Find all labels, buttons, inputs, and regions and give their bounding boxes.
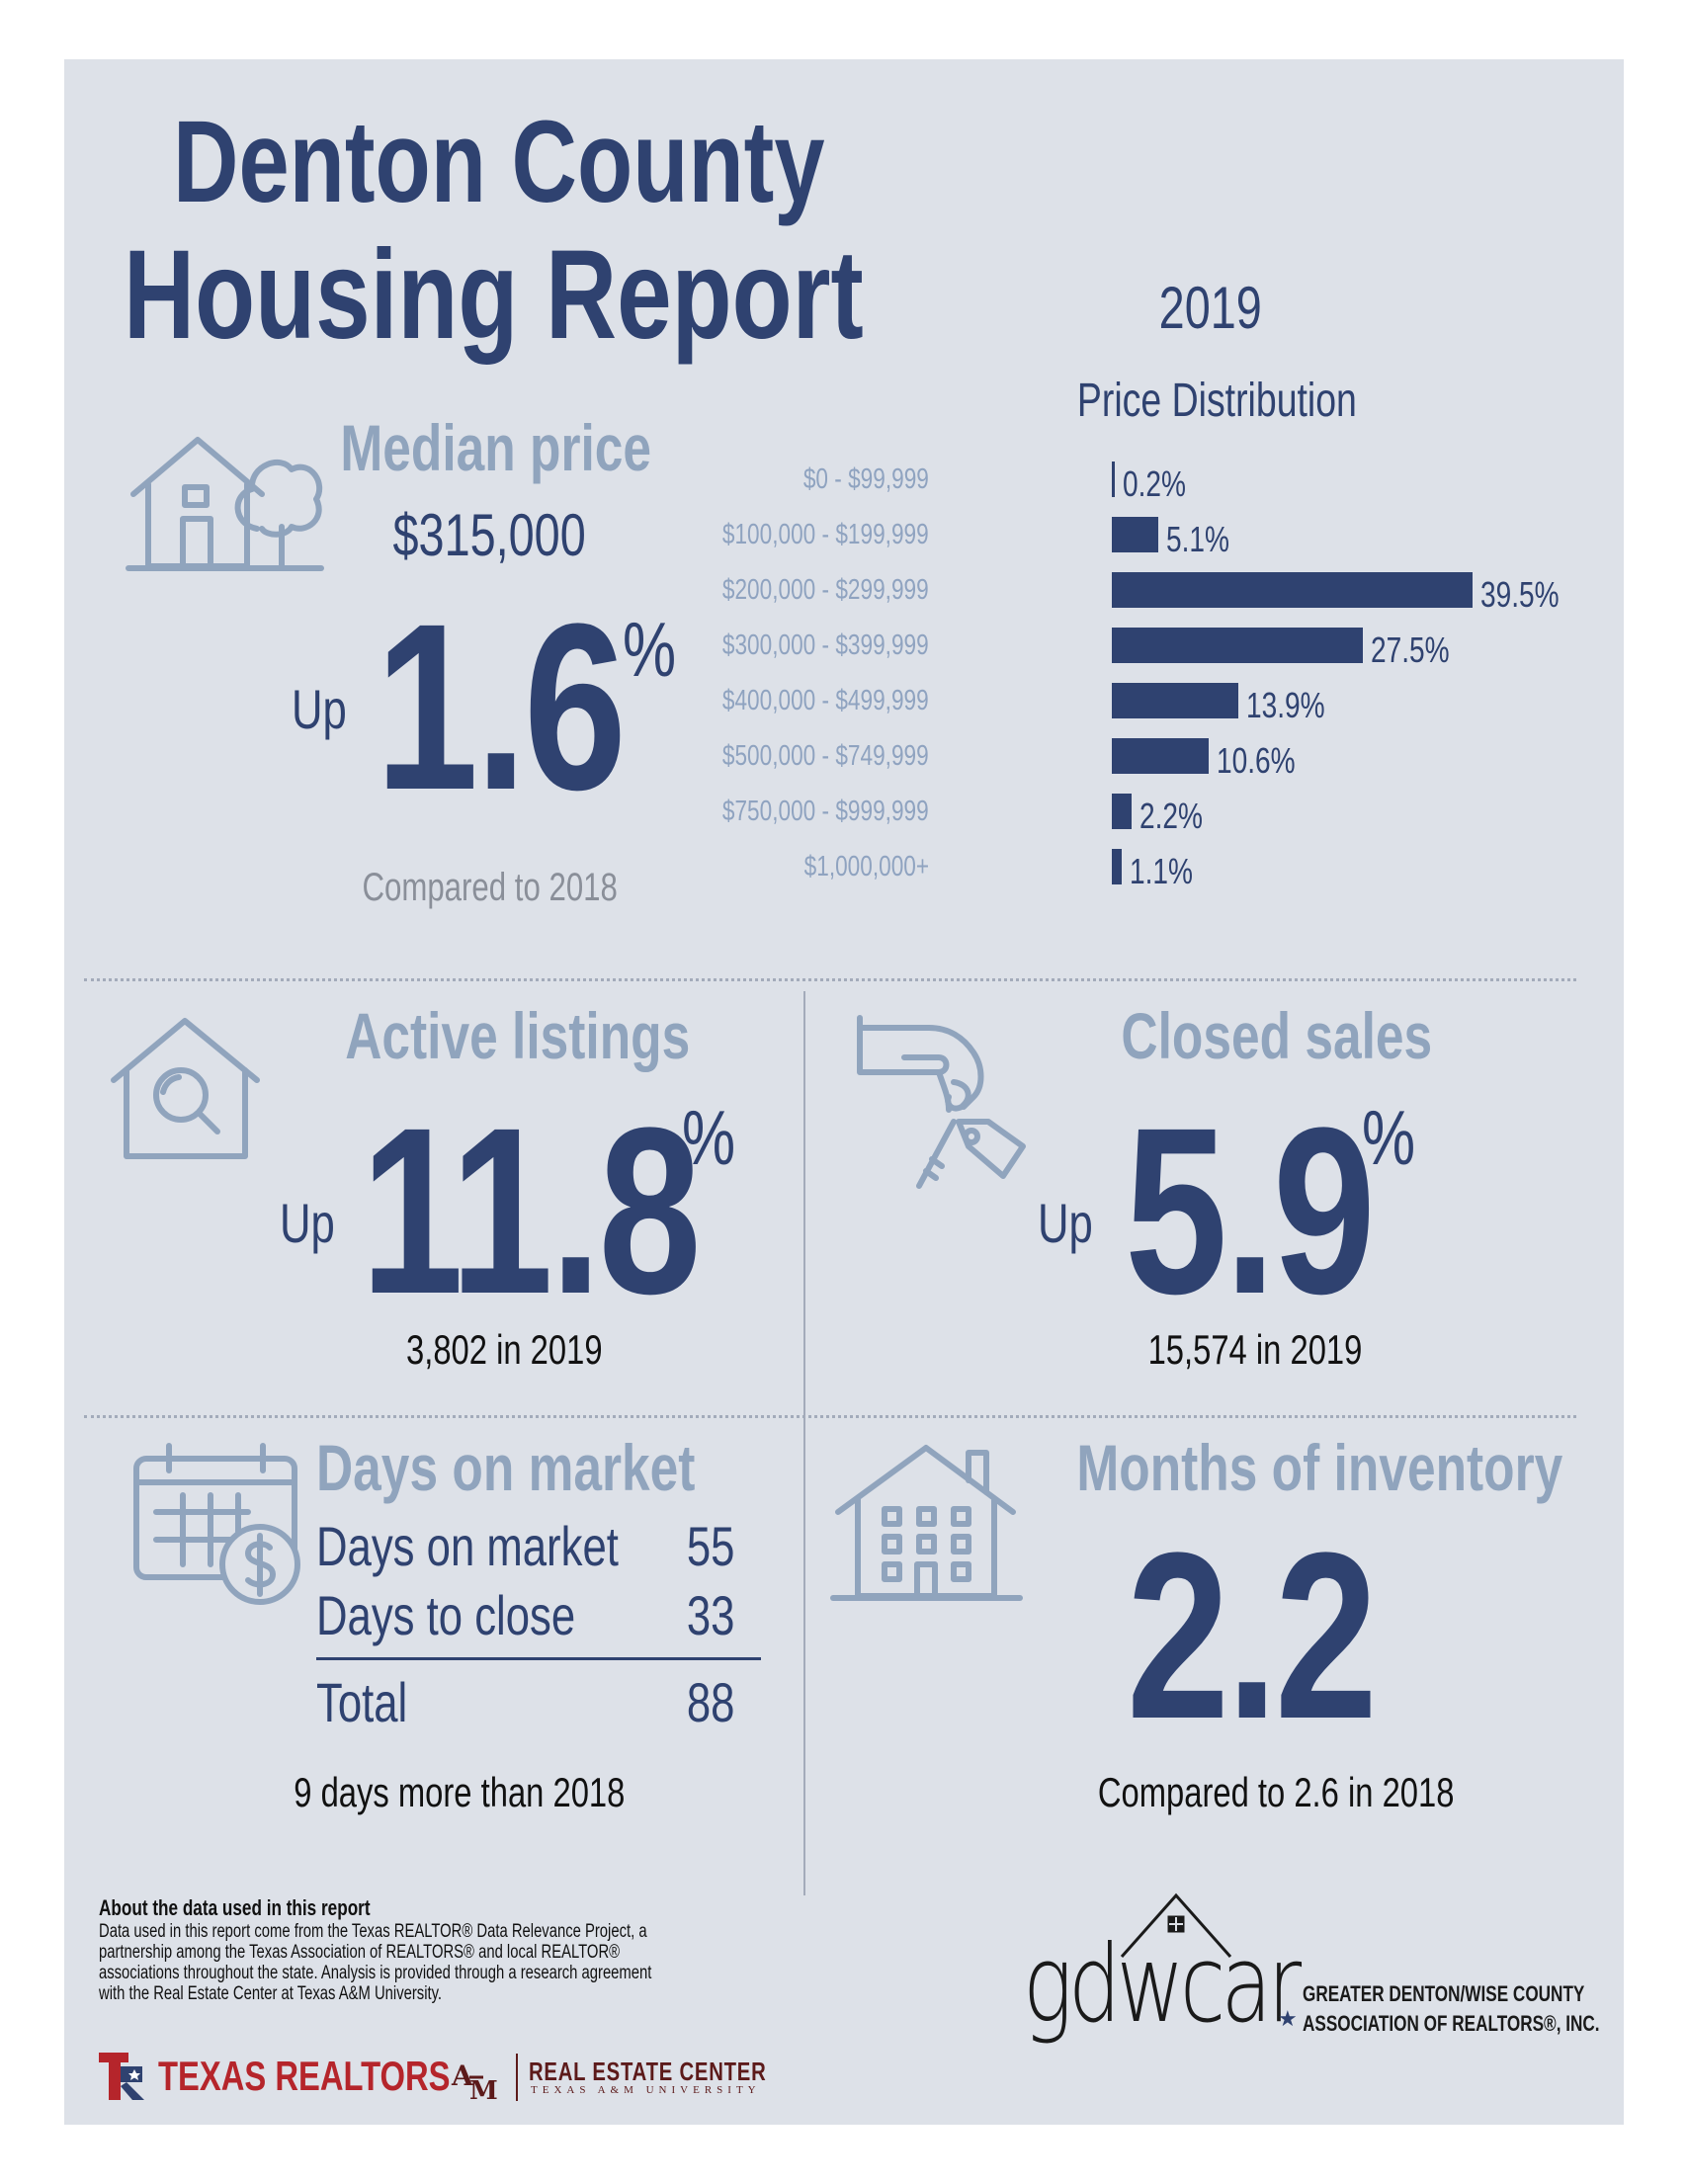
texas-realtors-mark-icon xyxy=(99,2053,144,2100)
hand-keys-icon xyxy=(855,1013,1028,1196)
price-range-bar xyxy=(1112,738,1209,774)
days-row-label: Days on market xyxy=(316,1515,619,1577)
about-data-line: associations throughout the state. Analy… xyxy=(99,1963,652,1983)
price-range-row: $500,000 - $749,999 10.6% xyxy=(722,736,1621,781)
closed-sales-direction: Up xyxy=(1038,1192,1093,1254)
price-range-value: 2.2% xyxy=(1139,796,1204,836)
days-row-market: Days on market 55 xyxy=(316,1519,751,1578)
days-row-value: 55 xyxy=(686,1515,735,1577)
days-total-divider xyxy=(316,1657,761,1660)
report-title-line2: Housing Report xyxy=(124,224,864,366)
price-distribution-title: Price Distribution xyxy=(1076,375,1357,427)
days-row-close: Days to close 33 xyxy=(316,1588,751,1647)
price-range-label: $0 - $99,999 xyxy=(802,463,929,495)
price-range-row: $750,000 - $999,999 2.2% xyxy=(722,792,1621,836)
price-range-label: $750,000 - $999,999 xyxy=(722,796,929,827)
price-range-label: $500,000 - $749,999 xyxy=(722,740,929,772)
active-listings-direction: Up xyxy=(280,1192,335,1254)
closed-sales-unit: % xyxy=(1362,1094,1416,1181)
price-range-bar xyxy=(1112,683,1239,718)
days-row-value: 33 xyxy=(686,1584,735,1646)
days-on-market-note: 9 days more than 2018 xyxy=(294,1769,626,1815)
price-range-bar xyxy=(1112,794,1133,829)
price-range-bar xyxy=(1112,462,1115,497)
price-range-row: $200,000 - $299,999 39.5% xyxy=(722,570,1621,615)
price-range-label: $200,000 - $299,999 xyxy=(722,574,929,606)
price-range-value: 1.1% xyxy=(1130,851,1194,891)
days-total-value: 88 xyxy=(686,1671,735,1733)
gdwcar-name-line2: ASSOCIATION OF REALTORS®, INC. xyxy=(1303,2011,1600,2036)
texas-realtors-logo xyxy=(99,2053,150,2100)
price-range-bar xyxy=(1112,849,1123,884)
price-range-label: $100,000 - $199,999 xyxy=(722,519,929,550)
price-range-value: 10.6% xyxy=(1216,740,1296,781)
about-data-line: partnership among the Texas Association … xyxy=(99,1942,621,1963)
median-price-note: Compared to 2018 xyxy=(362,866,618,909)
median-price-direction: Up xyxy=(292,678,347,740)
gdwcar-star-icon: ★ xyxy=(1278,2006,1298,2031)
active-listings-note: 3,802 in 2019 xyxy=(405,1326,603,1373)
report-title-line1: Denton County xyxy=(173,97,825,227)
rec-divider xyxy=(516,2054,518,2101)
months-inventory-value: 2.2 xyxy=(1127,1503,1378,1768)
price-range-row: $1,000,000+ 1.1% xyxy=(804,847,1621,891)
days-total-label: Total xyxy=(316,1671,408,1733)
calendar-dollar-icon xyxy=(131,1441,304,1614)
texas-am-logo-icon: A M xyxy=(450,2056,509,2103)
price-range-bar xyxy=(1112,517,1159,552)
price-range-bar xyxy=(1112,572,1473,608)
price-range-row: $0 - $99,999 0.2% xyxy=(803,460,1621,504)
divider-horizontal-1 xyxy=(84,978,1576,981)
days-row-total: Total 88 xyxy=(316,1675,751,1734)
price-range-value: 39.5% xyxy=(1480,574,1560,615)
median-price-change: 1.6 xyxy=(376,574,627,839)
price-range-label: $1,000,000+ xyxy=(803,851,929,882)
days-on-market-heading: Days on market xyxy=(316,1431,696,1504)
active-listings-unit: % xyxy=(682,1094,736,1181)
apartment-house-icon xyxy=(830,1438,1023,1611)
price-range-value: 5.1% xyxy=(1166,519,1230,559)
gdwcar-roof-icon xyxy=(1117,1888,1235,1967)
gdwcar-wordmark: gdwcar xyxy=(1023,1923,1302,2047)
about-data-title: About the data used in this report xyxy=(99,1895,371,1920)
price-range-value: 0.2% xyxy=(1123,463,1187,504)
closed-sales-change: 5.9 xyxy=(1125,1078,1376,1343)
active-listings-change: 11.8 xyxy=(361,1078,702,1343)
texas-realtors-text: TEXAS REALTORS xyxy=(158,2053,451,2099)
house-magnifier-icon xyxy=(109,1013,262,1161)
svg-text:M: M xyxy=(469,2076,498,2103)
median-price-unit: % xyxy=(623,606,677,693)
median-price-heading: Median price xyxy=(340,411,652,484)
price-range-label: $400,000 - $499,999 xyxy=(722,685,929,716)
price-range-row: $300,000 - $399,999 27.5% xyxy=(722,626,1621,670)
median-price-value: $315,000 xyxy=(392,502,586,568)
price-range-row: $100,000 - $199,999 5.1% xyxy=(722,515,1621,559)
about-data-line: with the Real Estate Center at Texas A&M… xyxy=(99,1983,443,2004)
price-range-label: $300,000 - $399,999 xyxy=(722,630,929,661)
closed-sales-heading: Closed sales xyxy=(1121,999,1433,1072)
about-data-line: Data used in this report come from the T… xyxy=(99,1921,647,1942)
closed-sales-note: 15,574 in 2019 xyxy=(1147,1326,1363,1373)
months-inventory-note: Compared to 2.6 in 2018 xyxy=(1097,1769,1455,1815)
divider-horizontal-2 xyxy=(84,1415,1576,1418)
rec-title: REAL ESTATE CENTER xyxy=(529,2057,767,2086)
price-range-row: $400,000 - $499,999 13.9% xyxy=(722,681,1621,725)
gdwcar-name: GREATER DENTON/WISE COUNTY ASSOCIATION O… xyxy=(1303,1979,1683,2039)
report-year: 2019 xyxy=(1158,275,1263,341)
months-inventory-heading: Months of inventory xyxy=(1076,1431,1563,1504)
house-with-tree-icon xyxy=(124,420,326,578)
report-panel xyxy=(64,59,1624,2125)
price-range-value: 13.9% xyxy=(1246,685,1326,725)
rec-subtitle: TEXAS A&M UNIVERSITY xyxy=(531,2084,761,2096)
price-range-value: 27.5% xyxy=(1371,630,1450,670)
days-row-label: Days to close xyxy=(316,1584,576,1646)
price-range-bar xyxy=(1112,628,1364,663)
about-data-block: About the data used in this report Data … xyxy=(99,1895,810,2004)
divider-vertical xyxy=(803,991,805,1895)
active-listings-heading: Active listings xyxy=(345,999,691,1072)
gdwcar-name-line1: GREATER DENTON/WISE COUNTY xyxy=(1303,1981,1585,2006)
